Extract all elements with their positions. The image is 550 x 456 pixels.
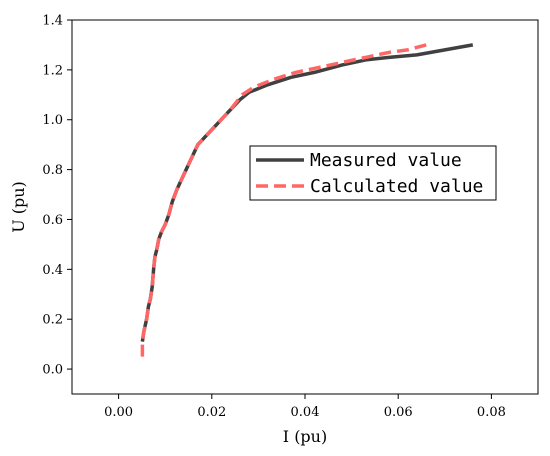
x-axis: 0.00 0.02 0.04 0.06 0.08 — [104, 394, 506, 420]
y-tick-label: 0.0 — [42, 363, 63, 378]
y-tick-label: 1.0 — [42, 113, 63, 128]
series-layer — [140, 43, 474, 357]
y-tick-label: 0.4 — [42, 263, 63, 278]
x-tick-label: 0.02 — [197, 405, 226, 420]
x-tick-label: 0.00 — [104, 405, 133, 420]
y-tick-label: 1.2 — [42, 63, 63, 78]
legend-label-measured: Measured value — [310, 150, 462, 171]
x-tick-label: 0.04 — [291, 405, 320, 420]
y-axis: 0.0 0.2 0.4 0.6 0.8 1.0 1.2 1.4 — [42, 14, 72, 378]
y-tick-label: 1.4 — [42, 14, 63, 29]
legend-label-calculated: Calculated value — [310, 176, 483, 197]
x-tick-label: 0.08 — [477, 405, 506, 420]
legend: Measured value Calculated value — [249, 145, 497, 201]
y-tick-label: 0.6 — [42, 213, 63, 228]
x-tick-label: 0.06 — [384, 405, 413, 420]
y-tick-label: 0.8 — [42, 163, 63, 178]
legend-box — [249, 145, 497, 201]
series-line-calculated — [140, 43, 427, 357]
y-tick-label: 0.2 — [42, 313, 63, 328]
y-axis-title: U (pu) — [9, 181, 28, 233]
x-axis-title: I (pu) — [283, 427, 327, 446]
